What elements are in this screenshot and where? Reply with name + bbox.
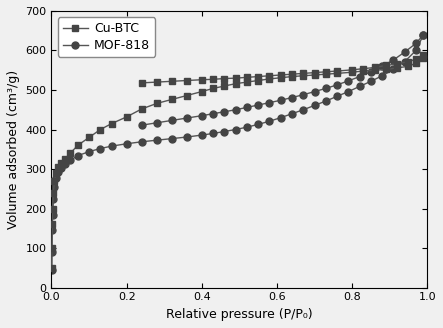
Cu-BTC bbox=[55, 165, 61, 169]
Legend: Cu-BTC, MOF-818: Cu-BTC, MOF-818 bbox=[58, 17, 155, 57]
MOF-818 bbox=[75, 154, 81, 157]
Cu-BTC bbox=[68, 151, 73, 155]
MOF-818 bbox=[421, 33, 426, 37]
MOF-818 bbox=[289, 112, 295, 116]
Cu-BTC bbox=[86, 135, 92, 139]
Cu-BTC bbox=[222, 84, 227, 88]
Cu-BTC bbox=[124, 115, 129, 119]
Cu-BTC bbox=[184, 93, 190, 97]
Cu-BTC bbox=[75, 143, 81, 147]
Cu-BTC bbox=[52, 179, 57, 183]
MOF-818 bbox=[312, 103, 317, 107]
MOF-818 bbox=[97, 147, 103, 151]
MOF-818 bbox=[51, 197, 56, 201]
Cu-BTC bbox=[334, 72, 340, 75]
Cu-BTC bbox=[395, 66, 400, 70]
MOF-818 bbox=[199, 133, 205, 137]
MOF-818 bbox=[301, 108, 306, 112]
Cu-BTC bbox=[154, 101, 159, 105]
MOF-818 bbox=[49, 268, 54, 272]
MOF-818 bbox=[50, 213, 55, 216]
Cu-BTC bbox=[244, 80, 249, 84]
MOF-818 bbox=[413, 49, 419, 52]
Cu-BTC bbox=[49, 266, 54, 270]
MOF-818 bbox=[68, 158, 73, 162]
Cu-BTC bbox=[49, 246, 54, 250]
MOF-818 bbox=[368, 79, 373, 83]
MOF-818 bbox=[169, 137, 175, 141]
MOF-818 bbox=[154, 138, 159, 142]
MOF-818 bbox=[256, 122, 261, 126]
MOF-818 bbox=[62, 162, 67, 166]
MOF-818 bbox=[55, 170, 61, 174]
Cu-BTC bbox=[289, 74, 295, 78]
Cu-BTC bbox=[256, 78, 261, 82]
Cu-BTC bbox=[97, 128, 103, 132]
MOF-818 bbox=[244, 125, 249, 129]
MOF-818 bbox=[278, 116, 284, 120]
Cu-BTC bbox=[421, 56, 426, 60]
Line: Cu-BTC: Cu-BTC bbox=[49, 56, 426, 271]
MOF-818 bbox=[52, 185, 57, 189]
MOF-818 bbox=[346, 90, 351, 93]
Line: MOF-818: MOF-818 bbox=[48, 31, 427, 273]
Cu-BTC bbox=[372, 68, 377, 72]
Cu-BTC bbox=[278, 76, 284, 80]
MOF-818 bbox=[58, 166, 63, 170]
MOF-818 bbox=[222, 130, 227, 133]
MOF-818 bbox=[50, 228, 55, 232]
Cu-BTC bbox=[139, 107, 144, 111]
MOF-818 bbox=[109, 144, 114, 148]
Cu-BTC bbox=[361, 69, 366, 73]
MOF-818 bbox=[233, 128, 238, 132]
Cu-BTC bbox=[383, 68, 389, 72]
X-axis label: Relative pressure (P/P₀): Relative pressure (P/P₀) bbox=[166, 308, 313, 321]
MOF-818 bbox=[210, 132, 216, 135]
MOF-818 bbox=[139, 140, 144, 144]
Cu-BTC bbox=[51, 191, 56, 195]
MOF-818 bbox=[402, 60, 408, 64]
Cu-BTC bbox=[312, 73, 317, 77]
Cu-BTC bbox=[413, 61, 419, 65]
Cu-BTC bbox=[53, 171, 58, 175]
Cu-BTC bbox=[301, 74, 306, 78]
MOF-818 bbox=[267, 119, 272, 123]
Cu-BTC bbox=[233, 82, 238, 86]
MOF-818 bbox=[334, 94, 340, 98]
Cu-BTC bbox=[323, 72, 328, 76]
MOF-818 bbox=[124, 142, 129, 146]
MOF-818 bbox=[49, 250, 54, 254]
Cu-BTC bbox=[109, 122, 114, 126]
Cu-BTC bbox=[58, 161, 63, 165]
Cu-BTC bbox=[50, 207, 55, 211]
Cu-BTC bbox=[406, 64, 411, 68]
Y-axis label: Volume adsorbed (cm³/g): Volume adsorbed (cm³/g) bbox=[7, 70, 20, 229]
MOF-818 bbox=[323, 99, 328, 103]
Cu-BTC bbox=[210, 87, 216, 91]
MOF-818 bbox=[380, 74, 385, 78]
Cu-BTC bbox=[199, 90, 205, 93]
Cu-BTC bbox=[62, 157, 67, 161]
MOF-818 bbox=[357, 85, 362, 89]
MOF-818 bbox=[53, 176, 58, 180]
Cu-BTC bbox=[50, 222, 55, 226]
Cu-BTC bbox=[350, 70, 355, 74]
Cu-BTC bbox=[169, 97, 175, 101]
MOF-818 bbox=[184, 135, 190, 139]
MOF-818 bbox=[391, 68, 396, 72]
MOF-818 bbox=[86, 150, 92, 154]
Cu-BTC bbox=[267, 77, 272, 81]
